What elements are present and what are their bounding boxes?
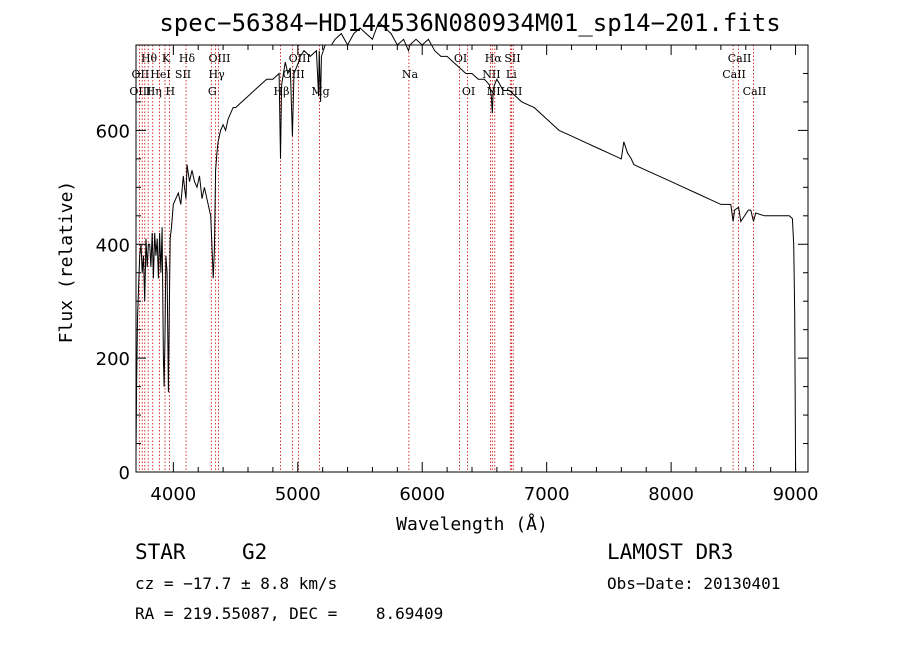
x-tick-label-8000: 8000 [648, 484, 694, 505]
plot-frame [135, 44, 809, 473]
x-tick-label-7000: 7000 [524, 484, 570, 505]
spectral-class: G2 [242, 540, 268, 564]
y-tick-label-600: 600 [96, 121, 130, 142]
y-axis-label: Flux (relative) [56, 181, 77, 344]
line-label-5: Hη [146, 85, 162, 98]
x-tick-label-5000: 5000 [275, 484, 321, 505]
line-label-2: OIII [129, 85, 151, 98]
x-tick-label-4000: 4000 [150, 484, 196, 505]
y-tick-label-0: 0 [119, 463, 130, 484]
line-label-4: HeI [150, 68, 170, 81]
line-label-8: H [166, 85, 176, 98]
spectrum-series-line [135, 21, 797, 473]
line-label-19: Hα [485, 52, 503, 65]
line-label-7: SII [175, 68, 191, 81]
line-label-24: SII [506, 85, 522, 98]
observation-date: Obs−Date: 20130401 [607, 574, 781, 593]
line-label-9: OIII [208, 52, 230, 65]
redshift-value: cz = −17.7 ± 8.8 km/s [135, 574, 338, 593]
x-tick-label-6000: 6000 [399, 484, 445, 505]
chart-title: spec−56384−HD144536N080934M01_sp14−201.f… [159, 9, 780, 37]
line-label-26: CaII [722, 68, 746, 81]
line-label-11: G [208, 85, 217, 98]
x-axis-label: Wavelength (Å) [396, 513, 548, 535]
y-tick-label-200: 200 [96, 349, 130, 370]
line-label-18: OI [462, 85, 475, 98]
line-label-20: SII [504, 52, 520, 65]
survey-name: LAMOST DR3 [607, 540, 734, 564]
line-label-3: K [162, 52, 171, 65]
line-label-17: OI [454, 52, 467, 65]
line-label-16: Na [402, 68, 419, 81]
y-axis: 0 200 400 600 [96, 72, 808, 484]
line-label-10: Hγ [209, 68, 226, 81]
line-label-1: OII [132, 68, 150, 81]
x-tick-label-9000: 9000 [773, 484, 819, 505]
line-label-25: CaII [728, 52, 752, 65]
object-type: STAR [135, 540, 186, 564]
line-label-6: Hδ [179, 52, 196, 65]
coordinates: RA = 219.55087, DEC = 8.69409 [135, 604, 444, 623]
line-label-0: Hθ [141, 52, 158, 65]
line-label-21: NII [482, 68, 500, 81]
line-marker-group [138, 45, 754, 472]
line-label-22: Li [506, 68, 517, 81]
line-label-27: CaII [743, 85, 767, 98]
y-tick-label-400: 400 [96, 235, 130, 256]
x-axis: 4000 5000 6000 7000 8000 9000 [150, 45, 818, 505]
